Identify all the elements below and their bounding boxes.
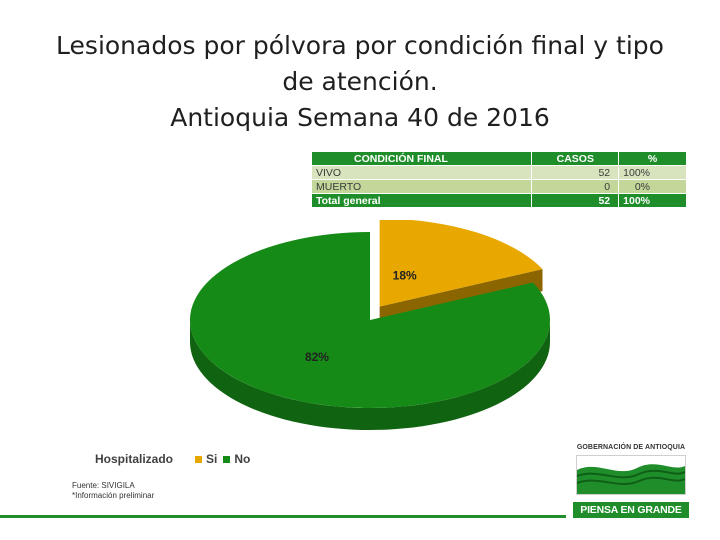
legend-label-no: No [234, 452, 251, 466]
cell-casos: 0 [531, 179, 620, 194]
source-note: Fuente: SIVIGILA *Información preliminar [72, 481, 154, 501]
page-title: Lesionados por pólvora por condición fin… [20, 28, 700, 136]
cell-total-pct: 100% [618, 193, 687, 207]
pie-slice-no: 82% [190, 232, 550, 430]
title-line-1: Lesionados por pólvora por condición fin… [56, 31, 664, 60]
legend-title: Hospitalizado [95, 452, 174, 466]
table-row: MUERTO 0 0% [312, 179, 687, 194]
logo-slogan: PIENSA EN GRANDE [573, 502, 689, 518]
cell-total-label: Total general [312, 193, 533, 207]
title-line-2: de atención. [282, 67, 438, 96]
header-pct: % [618, 152, 687, 166]
pie-slice-side [190, 320, 550, 430]
table-row: VIVO 52 100% [312, 165, 687, 180]
table-total-row: Total general 52 100% [312, 193, 687, 207]
flag-icon [576, 455, 686, 495]
data-label-no: 82% [305, 350, 329, 364]
logo-name: GOBERNACIÓN DE ANTIOQUIA [576, 444, 686, 451]
legend-label-si: Si [206, 452, 218, 466]
legend-swatch-si [195, 455, 203, 463]
header-condicion: CONDICIÓN FINAL [312, 152, 533, 166]
summary-header-row: CONDICIÓN FINAL CASOS % [312, 152, 687, 166]
summary-table: CONDICIÓN FINAL CASOS % VIVO 52 100% MUE… [312, 152, 687, 207]
preliminary-note: *Información preliminar [72, 491, 155, 500]
chart-legend: Hospitalizado Si No [95, 452, 256, 466]
cell-pct: 100% [618, 165, 687, 180]
title-line-3: Antioquia Semana 40 de 2016 [170, 103, 550, 132]
legend-swatch-no [223, 455, 231, 463]
pie-slice-top [190, 232, 550, 408]
source-line: Fuente: SIVIGILA [72, 481, 135, 490]
footer-divider [0, 515, 566, 518]
cell-pct: 0% [618, 179, 687, 194]
cell-casos: 52 [531, 165, 620, 180]
pie-slice-top [379, 220, 543, 307]
legend-item-no: No [223, 452, 250, 466]
pie-chart: 18% 82% [190, 220, 550, 430]
data-label-si: 18% [393, 269, 417, 283]
cell-condicion: VIVO [312, 165, 533, 180]
cell-total-casos: 52 [531, 193, 620, 207]
legend-item-si: Si [195, 452, 217, 466]
cell-condicion: MUERTO [312, 179, 533, 194]
gobernacion-logo: GOBERNACIÓN DE ANTIOQUIA PIENSA EN GRAND… [570, 440, 692, 522]
header-casos: CASOS [531, 152, 620, 166]
